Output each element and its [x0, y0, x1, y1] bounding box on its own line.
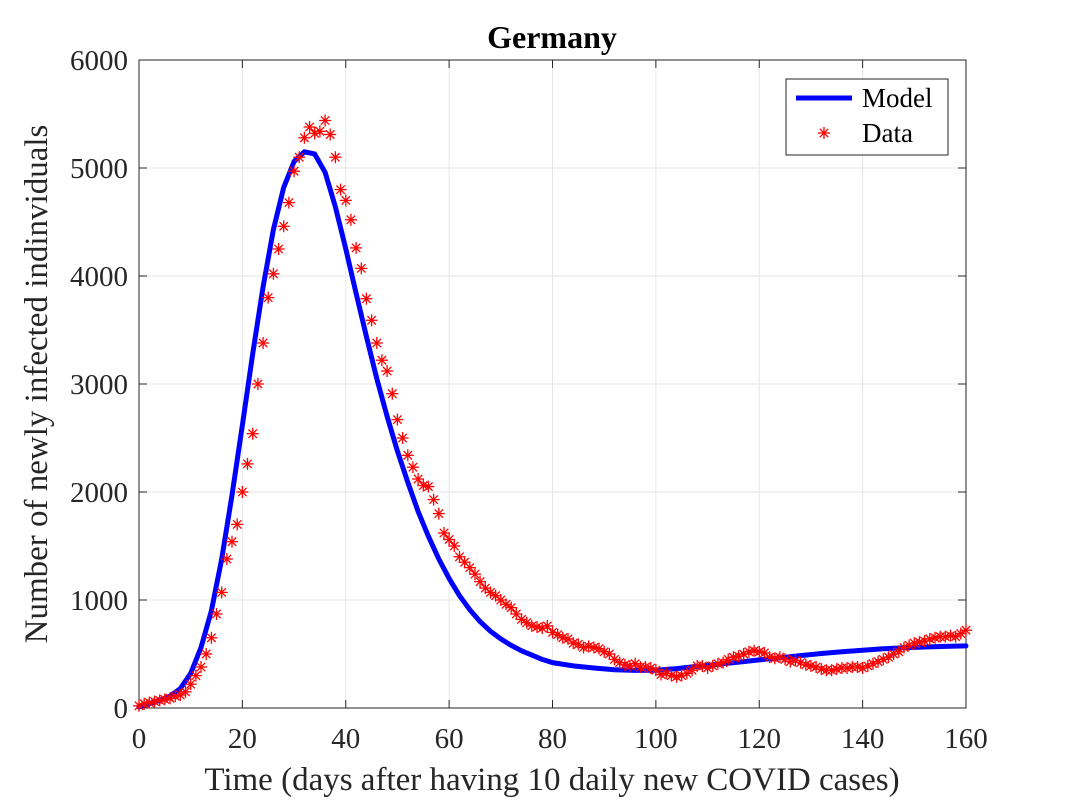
- data-point: [189, 669, 202, 682]
- data-point: [546, 626, 559, 639]
- y-tick-label: 6000: [70, 45, 128, 77]
- data-point: [391, 413, 404, 426]
- data-point: [386, 387, 399, 400]
- data-point: [396, 432, 409, 444]
- data-point: [427, 493, 440, 506]
- data-point: [898, 641, 910, 654]
- data-point: [365, 314, 378, 327]
- data-point: [334, 183, 347, 196]
- data-point: [324, 128, 337, 141]
- y-axis-label: Number of newly infected indinviduals: [19, 125, 55, 644]
- data-point: [960, 624, 972, 637]
- y-tick-label: 0: [114, 693, 129, 725]
- data-point: [603, 648, 616, 660]
- data-point: [200, 648, 213, 660]
- data-point: [541, 619, 554, 632]
- data-point: [867, 657, 879, 670]
- data-point: [381, 365, 394, 377]
- x-tick-label: 80: [538, 723, 567, 755]
- data-point: [179, 685, 192, 698]
- x-tick-label: 20: [228, 723, 257, 755]
- data-point: [319, 114, 332, 127]
- x-tick-label: 40: [331, 723, 360, 755]
- data-point: [789, 654, 802, 667]
- data-point: [267, 267, 280, 280]
- legend-box: [785, 78, 949, 156]
- y-tick-labels: 0 1000 2000 3000 4000 5000 6000: [70, 45, 128, 725]
- data-point: [463, 561, 476, 574]
- data-point: [262, 291, 275, 304]
- y-tick-label: 2000: [70, 477, 128, 509]
- data-point: [360, 292, 373, 305]
- data-point: [293, 151, 306, 164]
- data-point: [220, 553, 233, 565]
- chart-title: Germany: [487, 19, 617, 55]
- data-point: [422, 480, 435, 493]
- data-point: [329, 151, 342, 164]
- data-point: [298, 131, 311, 144]
- data-point: [184, 678, 197, 691]
- data-point: [536, 622, 549, 635]
- data-point: [339, 194, 352, 207]
- data-point: [401, 449, 414, 462]
- data-point: [406, 461, 419, 474]
- x-tick-label: 100: [634, 723, 678, 755]
- data-point: [272, 243, 285, 255]
- data-point: [443, 533, 456, 546]
- data-point: [660, 667, 673, 680]
- data-point: [215, 586, 228, 599]
- data-point: [350, 241, 363, 254]
- data-point: [257, 337, 270, 349]
- x-tick-label: 0: [132, 723, 147, 755]
- series-layer: [133, 114, 972, 712]
- x-tick-label: 140: [841, 723, 885, 755]
- data-point: [277, 220, 290, 233]
- legend: Model Data: [785, 78, 949, 156]
- data-point: [505, 601, 518, 614]
- data-point: [241, 457, 254, 470]
- data-point: [251, 378, 264, 390]
- data-point: [856, 662, 869, 674]
- data-point: [701, 662, 714, 674]
- data-point: [205, 631, 218, 644]
- data-point: [210, 608, 223, 620]
- data-point: [370, 337, 383, 349]
- data-point: [344, 213, 357, 226]
- data-point: [236, 486, 249, 498]
- data-point: [448, 540, 461, 552]
- x-tick-labels: 0 20 40 60 80 100 120 140 160: [132, 723, 988, 755]
- legend-data-label: Data: [862, 118, 913, 148]
- model-line: [136, 149, 969, 710]
- data-point: [313, 125, 326, 138]
- x-tick-label: 160: [944, 723, 988, 755]
- legend-data-marker: [818, 127, 830, 139]
- data-point: [226, 535, 238, 548]
- data-point: [474, 575, 487, 588]
- data-point: [246, 427, 259, 440]
- data-point: [282, 196, 295, 209]
- y-tick-label: 1000: [70, 585, 128, 617]
- data-point: [432, 507, 445, 520]
- data-point: [412, 473, 425, 485]
- y-tick-label: 5000: [70, 153, 128, 185]
- data-point: [303, 121, 316, 133]
- y-tick-label: 3000: [70, 369, 128, 401]
- x-tick-label: 120: [738, 723, 782, 755]
- data-point: [438, 527, 450, 539]
- data-point: [195, 661, 207, 673]
- data-point: [288, 165, 301, 178]
- data-point: [469, 568, 481, 581]
- data-point: [453, 550, 466, 563]
- data-point: [355, 262, 368, 275]
- data-point: [231, 518, 244, 531]
- x-tick-label: 60: [435, 723, 464, 755]
- legend-model-label: Model: [862, 83, 933, 113]
- y-tick-label: 4000: [70, 261, 128, 293]
- data-point: [375, 354, 388, 367]
- x-axis-label: Time (days after having 10 daily new COV…: [204, 762, 899, 798]
- data-point: [133, 699, 145, 712]
